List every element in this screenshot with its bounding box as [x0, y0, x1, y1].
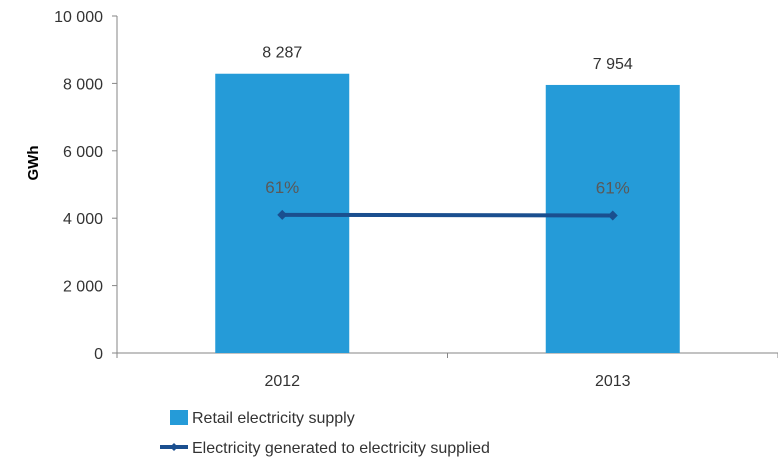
- y-tick-label: 2 000: [63, 279, 103, 296]
- bar-value-label: 7 954: [593, 56, 633, 73]
- line-point: [607, 210, 618, 221]
- line-value-label: 61%: [596, 179, 630, 198]
- legend-label-retail: Retail electricity supply: [192, 410, 355, 427]
- y-tick-label: 4 000: [63, 211, 103, 228]
- bar-value-label: 8 287: [262, 45, 302, 62]
- y-tick-label: 6 000: [63, 144, 103, 161]
- y-axis-title: GWh: [25, 146, 42, 181]
- legend: Retail electricity supply Electricity ge…: [160, 410, 490, 457]
- legend-marker-generated: [170, 443, 178, 451]
- x-axis: 2012 2013: [116, 352, 778, 390]
- legend-swatch-retail: [170, 410, 186, 425]
- bar-series: 8 287 7 954: [215, 45, 680, 354]
- series-line: [282, 212, 613, 218]
- y-tick-label: 8 000: [63, 76, 103, 93]
- x-tick-label: 2013: [595, 373, 631, 390]
- line-series: 61% 61%: [265, 178, 630, 221]
- y-axis: 0 2 000 4 000 6 000 8 000 10 000: [54, 9, 118, 363]
- legend-label-generated: Electricity generated to electricity sup…: [192, 440, 490, 457]
- y-tick-label: 10 000: [54, 9, 103, 26]
- line-point: [277, 209, 288, 220]
- x-tick-label: 2012: [264, 373, 300, 390]
- y-tick-label: 0: [94, 346, 103, 363]
- legend-swatch-retail-ext: [186, 410, 188, 425]
- line-value-label: 61%: [265, 178, 299, 197]
